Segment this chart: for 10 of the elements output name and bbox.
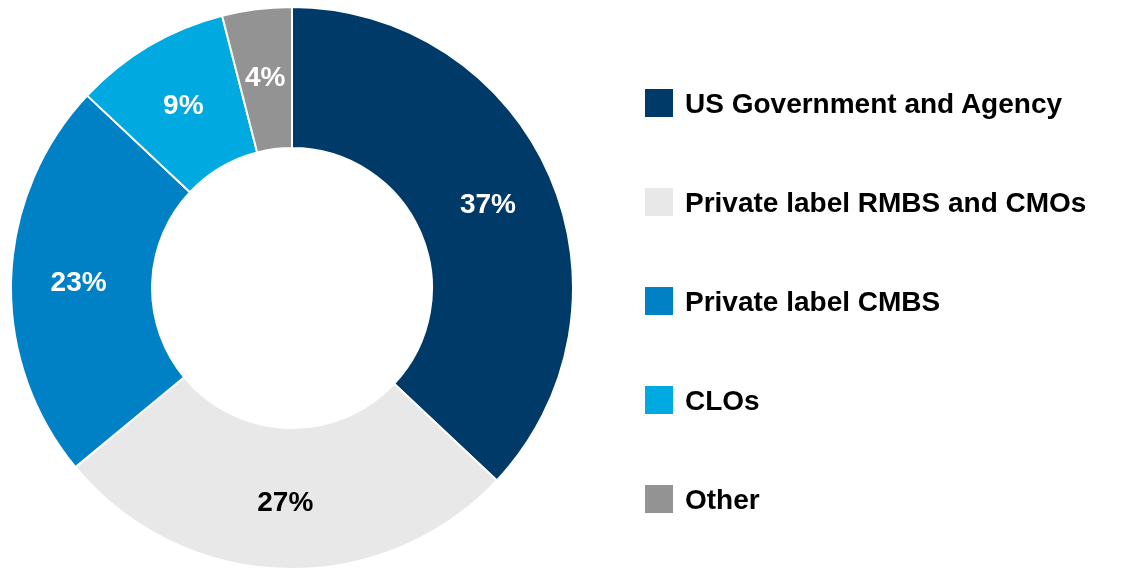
data-label: 37% (459, 187, 517, 219)
legend-label: US Government and Agency (685, 87, 1063, 119)
legend-label: Private label RMBS and CMOs (685, 186, 1087, 218)
data-label: 4% (245, 60, 286, 92)
legend-label: Other (685, 483, 760, 515)
data-label: 27% (257, 485, 314, 517)
data-label: 23% (50, 265, 107, 297)
legend-label: Private label CMBS (685, 285, 941, 317)
data-label: 9% (163, 88, 204, 120)
legend-label: CLOs (685, 384, 760, 416)
